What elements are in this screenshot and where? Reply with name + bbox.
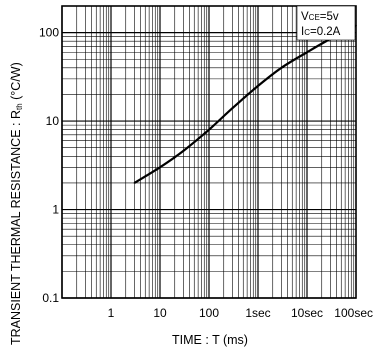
x-tick-label: 100sec — [334, 306, 373, 320]
y-tick-label: 1 — [52, 203, 59, 217]
data-point — [182, 150, 185, 152]
y-tick-label: 0.1 — [42, 291, 59, 305]
data-point — [159, 166, 161, 169]
y-tick-label: 10 — [46, 114, 60, 128]
tick-labels: 1 10 100 1sec 10sec 100sec 0.1 1 10 100 — [39, 26, 373, 320]
x-tick-label: 10sec — [291, 306, 323, 320]
data-point — [306, 51, 308, 54]
data-point — [257, 85, 259, 87]
grid — [61, 5, 356, 299]
x-tick-label: 1sec — [245, 306, 270, 320]
x-axis-label: TIME : T (ms) — [172, 333, 248, 347]
y-tick-label: 100 — [39, 26, 59, 40]
series-layer — [133, 24, 357, 184]
plot-frame — [61, 5, 357, 299]
data-point — [133, 182, 136, 184]
data-point — [208, 128, 210, 131]
x-tick-label: 1 — [108, 306, 115, 320]
x-tick-label: 100 — [199, 306, 219, 320]
legend-annotation: VCE=5v IC=0.2A — [296, 5, 356, 41]
data-point — [280, 67, 283, 69]
data-point — [231, 107, 234, 109]
x-tick-label: 10 — [153, 306, 167, 320]
ic-label: IC=0.2A — [301, 26, 341, 38]
thermal-resistance-curve — [133, 24, 357, 184]
y-axis-label: TRANSIENT THERMAL RESISTANCE : Rth (°C/W… — [9, 62, 24, 345]
vce-label: VCE=5v — [301, 11, 339, 23]
